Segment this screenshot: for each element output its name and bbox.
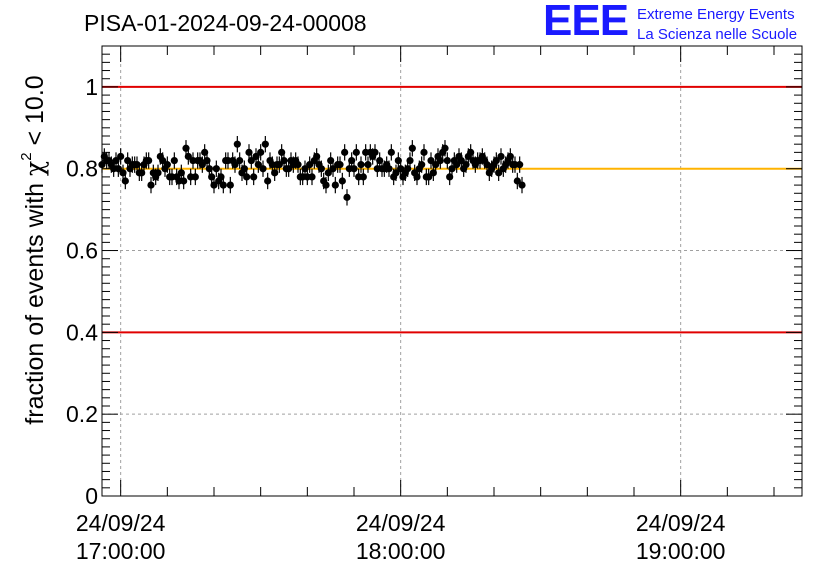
x-tick-label-date: 24/09/24 bbox=[75, 510, 166, 536]
data-point bbox=[163, 161, 171, 169]
x-tick-label-time: 18:00:00 bbox=[355, 538, 446, 564]
data-point bbox=[427, 156, 435, 165]
data-point bbox=[121, 177, 129, 185]
data-point bbox=[352, 148, 360, 156]
data-point bbox=[233, 140, 241, 148]
y-axis-label-prefix: fraction of events with bbox=[21, 175, 49, 425]
data-point bbox=[145, 156, 153, 165]
data-point bbox=[406, 156, 414, 165]
y-tick-label: 1 bbox=[85, 74, 98, 100]
data-point bbox=[357, 161, 365, 169]
data-point bbox=[184, 152, 192, 161]
data-point bbox=[341, 148, 349, 156]
data-point bbox=[259, 165, 267, 173]
data-point bbox=[294, 161, 302, 169]
data-point bbox=[170, 156, 178, 165]
x-tick-label: 24/09/24 17:00:00 bbox=[51, 509, 191, 565]
x-tick-label: 24/09/24 19:00:00 bbox=[611, 509, 751, 565]
plot-frame bbox=[101, 45, 803, 497]
y-tick-label: 0 bbox=[85, 483, 98, 509]
data-point bbox=[516, 161, 524, 169]
y-tick-label: 0.2 bbox=[66, 401, 98, 427]
data-point bbox=[275, 161, 283, 169]
y-tick-label: 0.4 bbox=[66, 319, 98, 345]
data-point bbox=[329, 165, 337, 173]
chart-title: PISA-01-2024-09-24-00008 bbox=[84, 10, 367, 36]
x-tick-label-date: 24/09/24 bbox=[355, 510, 446, 536]
x-tick-label-date: 24/09/24 bbox=[635, 510, 726, 536]
data-point bbox=[324, 169, 332, 177]
data-point bbox=[359, 173, 367, 181]
data-point bbox=[308, 173, 316, 181]
x-tick-label: 24/09/24 18:00:00 bbox=[331, 509, 471, 565]
data-point bbox=[226, 181, 234, 189]
data-point bbox=[387, 148, 395, 156]
data-point bbox=[147, 181, 155, 189]
data-point bbox=[243, 173, 251, 181]
data-point bbox=[261, 140, 269, 148]
data-point bbox=[210, 181, 218, 189]
y-axis-label-suffix: < 10.0 bbox=[21, 75, 49, 153]
data-point bbox=[425, 173, 433, 181]
data-point bbox=[219, 181, 227, 189]
data-point bbox=[385, 165, 393, 173]
data-point bbox=[364, 161, 372, 169]
data-point bbox=[317, 165, 325, 173]
y-axis-label-exponent: 2 bbox=[18, 152, 35, 161]
eee-logo-line-1: Extreme Energy Events bbox=[637, 6, 795, 23]
data-point bbox=[343, 193, 351, 201]
data-point bbox=[154, 169, 162, 177]
data-point bbox=[247, 156, 255, 165]
data-point bbox=[371, 148, 379, 156]
data-point bbox=[264, 177, 272, 185]
data-point bbox=[518, 181, 526, 189]
eee-logo-line-2: La Scienza nelle Scuole bbox=[637, 26, 798, 43]
data-point bbox=[443, 156, 451, 165]
x-tick-label-time: 17:00:00 bbox=[75, 538, 166, 564]
data-point bbox=[338, 177, 346, 185]
x-tick-label-time: 19:00:00 bbox=[635, 538, 726, 564]
data-point bbox=[257, 148, 265, 156]
data-point bbox=[441, 144, 449, 152]
data-point bbox=[322, 181, 330, 189]
data-point bbox=[418, 161, 426, 169]
data-point bbox=[212, 165, 220, 173]
data-point bbox=[350, 165, 358, 173]
data-point bbox=[180, 177, 188, 185]
data-point bbox=[513, 177, 521, 185]
y-tick-label: 0.8 bbox=[66, 156, 98, 182]
data-point bbox=[497, 152, 505, 161]
eee-logo-mark: EEE bbox=[543, 0, 629, 45]
data-point bbox=[236, 156, 244, 165]
y-axis-label: fraction of events with χ2 < 10.0 bbox=[18, 75, 50, 424]
data-point bbox=[254, 161, 262, 169]
data-point bbox=[306, 161, 314, 169]
data-point bbox=[114, 165, 122, 173]
data-point bbox=[117, 152, 125, 161]
data-point bbox=[495, 169, 503, 177]
y-axis-label-chi: χ bbox=[20, 160, 49, 176]
data-point bbox=[492, 156, 500, 165]
data-point bbox=[336, 161, 344, 169]
data-point bbox=[250, 173, 258, 181]
data-point bbox=[198, 161, 206, 169]
data-point bbox=[331, 181, 339, 189]
data-point bbox=[420, 148, 428, 156]
data-point bbox=[191, 173, 199, 181]
eee-logo: EEE Extreme Energy Events La Scienza nel… bbox=[543, 0, 833, 46]
y-tick-label: 0.6 bbox=[66, 238, 98, 264]
data-point bbox=[392, 169, 400, 177]
data-point bbox=[231, 161, 239, 169]
data-point bbox=[408, 144, 416, 152]
